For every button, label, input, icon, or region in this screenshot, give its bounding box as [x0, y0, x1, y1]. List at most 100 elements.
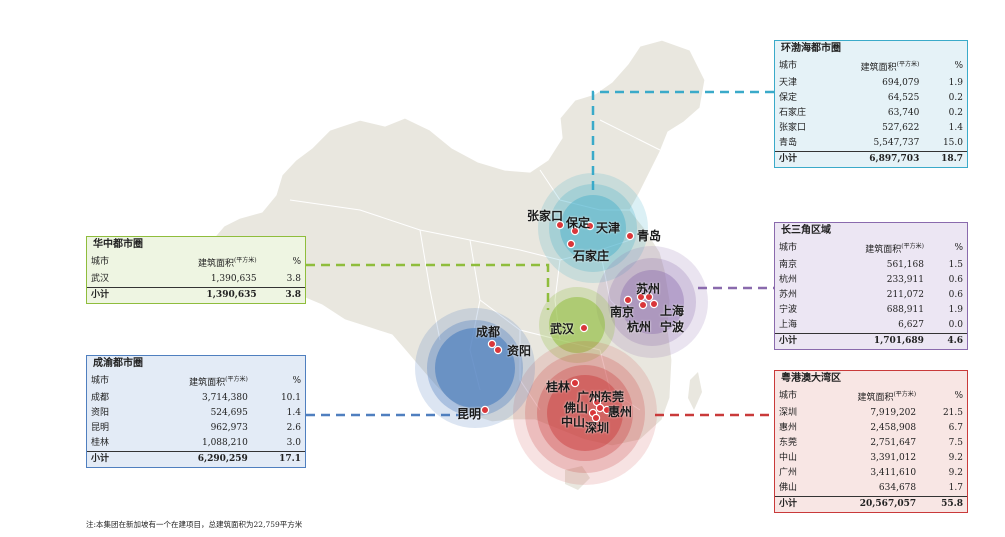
label-foshan: 佛山 — [564, 401, 589, 415]
chengyu-title: 成渝都市圈 — [93, 358, 143, 369]
central-title: 华中都市圈 — [93, 239, 143, 250]
city-cell: 东莞 — [779, 438, 798, 448]
pct-cell: 2.6 — [286, 423, 301, 433]
city-dot — [555, 220, 565, 230]
central-table: 华中都市圈 城市 建筑面积(平方米) % 武汉 1,390,635 3.8 小计 1… — [86, 236, 306, 304]
area-cell: 1,390,635 — [210, 274, 257, 284]
city-cell: 佛山 — [779, 483, 798, 493]
pct-cell: 0.0 — [948, 320, 963, 330]
city-dot — [595, 403, 605, 413]
area-cell: 527,622 — [882, 123, 920, 133]
bohai-table: 环渤海都市圈 城市 建筑面积(平方米) % 天津 694,079 1.9 保定 64,5… — [774, 40, 968, 168]
table-row: 中山 3,391,012 9.2 — [775, 451, 967, 466]
city-dot — [487, 339, 497, 349]
greaterbay-ring — [513, 341, 657, 485]
city-dot — [602, 405, 612, 415]
footnote: 注:本集团在新加坡有一个在建项目，总建筑面积为22,759平方米 — [86, 520, 303, 529]
label-chengdu: 成都 — [476, 325, 501, 339]
greaterbay-table: 粤港澳大湾区 城市 建筑面积(平方米) % 深圳 7,919,202 21.5 惠州 2… — [774, 370, 968, 513]
area-cell: 63,740 — [887, 108, 920, 118]
area-cell: 1,088,210 — [201, 438, 248, 448]
bohai-title: 环渤海都市圈 — [781, 43, 841, 54]
greaterbay-rows: 城市 建筑面积(平方米) % 深圳 7,919,202 21.5 惠州 2,458,90… — [775, 387, 967, 512]
table-row: 资阳 524,695 1.4 — [87, 406, 305, 421]
table-header: 城市 建筑面积(平方米) % — [91, 257, 301, 269]
city-dot — [493, 345, 503, 355]
label-zhongshan: 中山 — [561, 415, 586, 429]
label-ziyang: 资阳 — [507, 344, 532, 358]
area-cell: 7,919,202 — [870, 408, 917, 418]
pct-cell: 1.7 — [948, 483, 963, 493]
hainan-island — [565, 466, 590, 490]
label-ningbo: 宁波 — [660, 320, 685, 334]
area-cell: 634,678 — [878, 483, 917, 493]
label-tianjin: 天津 — [596, 221, 621, 235]
table-row: 苏州 211,072 0.6 — [775, 288, 967, 303]
central-region — [539, 287, 615, 363]
area-cell: 3,391,012 — [870, 453, 917, 463]
area-cell: 6,627 — [898, 320, 924, 330]
city-dot — [644, 292, 654, 302]
pct-cell: 1.4 — [286, 408, 301, 418]
city-dot — [591, 413, 601, 423]
pct-cell: 9.2 — [948, 453, 963, 463]
pct-cell: 6.7 — [948, 423, 963, 433]
city-dot — [585, 221, 595, 231]
label-huizhou: 惠州 — [608, 405, 633, 419]
table-row: 广州 3,411,610 9.2 — [775, 466, 967, 481]
pct-cell: 0.6 — [948, 275, 963, 285]
label-wuhan: 武汉 — [550, 322, 575, 336]
label-suzhou: 苏州 — [636, 282, 661, 296]
city-cell: 资阳 — [91, 408, 110, 418]
city-cell: 惠州 — [779, 423, 798, 433]
table-row: 昆明 962,973 2.6 — [87, 421, 305, 436]
chengyu-table: 成渝都市圈 城市 建筑面积(平方米) % 成都 3,714,380 10.1 资阳 52… — [86, 355, 306, 468]
yangtze-table: 长三角区域 城市 建筑面积(平方米) % 南京 561,168 1.5 杭州 233,9… — [774, 222, 968, 350]
city-cell: 保定 — [779, 93, 798, 103]
label-hangzhou: 杭州 — [627, 320, 652, 334]
city-dot — [566, 239, 576, 249]
area-cell: 5,547,737 — [873, 138, 920, 148]
table-row: 东莞 2,751,647 7.5 — [775, 436, 967, 451]
table-header: 城市 建筑面积(平方米) % — [779, 391, 963, 403]
yangtze-title: 长三角区域 — [781, 225, 831, 236]
city-cell: 武汉 — [91, 274, 110, 284]
area-cell: 3,714,380 — [201, 393, 248, 403]
table-row: 上海 6,627 0.0 — [775, 318, 967, 334]
pct-cell: 7.5 — [948, 438, 963, 448]
area-cell: 211,072 — [886, 290, 924, 300]
city-dot — [625, 231, 635, 241]
city-cell: 张家口 — [779, 123, 807, 133]
central-connector — [306, 263, 550, 310]
table-row: 桂林 1,088,210 3.0 — [87, 436, 305, 452]
city-dot — [480, 405, 490, 415]
city-cell: 杭州 — [779, 275, 798, 285]
city-cell: 成都 — [91, 393, 110, 403]
area-cell: 233,911 — [886, 275, 924, 285]
city-cell: 中山 — [779, 453, 798, 463]
area-cell: 64,525 — [887, 93, 920, 103]
table-row: 佛山 634,678 1.7 — [775, 481, 967, 497]
area-cell: 962,973 — [210, 423, 248, 433]
label-baoding: 保定 — [566, 216, 591, 230]
pct-cell: 15.0 — [942, 138, 963, 148]
table-row: 武汉 1,390,635 3.8 — [87, 272, 305, 288]
area-cell: 2,751,647 — [870, 438, 917, 448]
city-cell: 苏州 — [779, 290, 798, 300]
city-cell: 宁波 — [779, 305, 798, 315]
pct-cell: 1.9 — [948, 78, 963, 88]
greaterbay-ring — [525, 353, 645, 473]
greaterbay-title: 粤港澳大湾区 — [781, 373, 841, 384]
pct-cell: 3.0 — [286, 438, 301, 448]
table-row: 成都 3,714,380 10.1 — [87, 391, 305, 406]
table-row: 深圳 7,919,202 21.5 — [775, 406, 967, 421]
label-zhangjiakou: 张家口 — [527, 209, 564, 223]
pct-cell: 1.5 — [948, 260, 963, 270]
pct-cell: 1.9 — [948, 305, 963, 315]
table-row: 惠州 2,458,908 6.7 — [775, 421, 967, 436]
area-cell: 688,911 — [886, 305, 924, 315]
label-guilin: 桂林 — [546, 380, 571, 394]
pct-cell: 3.8 — [286, 274, 301, 284]
table-row: 张家口 527,622 1.4 — [775, 121, 967, 136]
